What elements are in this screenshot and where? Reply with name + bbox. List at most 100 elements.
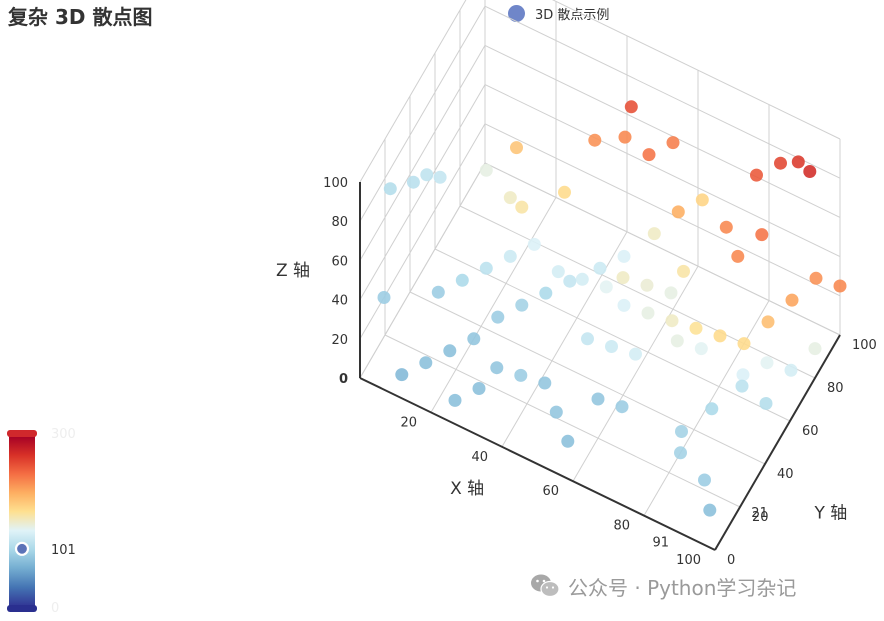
data-point[interactable] [703, 503, 717, 517]
data-point[interactable] [539, 286, 553, 300]
data-point[interactable] [527, 237, 541, 251]
data-point[interactable] [677, 264, 690, 278]
data-point[interactable] [561, 434, 575, 448]
grid-line-floor-y [434, 248, 791, 422]
data-point[interactable] [617, 249, 631, 263]
data-point[interactable] [808, 342, 822, 356]
data-point[interactable] [624, 100, 638, 114]
data-point[interactable] [433, 170, 447, 184]
data-point[interactable] [665, 314, 679, 328]
data-point[interactable] [617, 298, 631, 312]
data-point[interactable] [759, 397, 773, 410]
data-point[interactable] [642, 148, 656, 162]
data-point[interactable] [419, 356, 433, 370]
data-point[interactable] [383, 182, 397, 196]
data-point[interactable] [750, 168, 763, 182]
data-point[interactable] [575, 272, 589, 286]
data-point[interactable] [719, 220, 733, 234]
data-point[interactable] [605, 340, 618, 353]
visual-map-top-handle[interactable] [7, 430, 37, 437]
y-tick-label: 100 [852, 338, 877, 353]
data-point[interactable] [420, 168, 434, 182]
data-point[interactable] [593, 261, 607, 275]
x-tick-label: 40 [471, 450, 488, 465]
data-point[interactable] [736, 368, 750, 382]
data-point[interactable] [698, 473, 711, 487]
data-point[interactable] [809, 271, 823, 285]
y-tick-label: 0 [727, 553, 735, 568]
data-point[interactable] [615, 400, 629, 414]
data-point[interactable] [755, 228, 769, 242]
data-point[interactable] [618, 130, 632, 144]
data-point[interactable] [558, 185, 571, 199]
data-point[interactable] [666, 136, 680, 150]
visual-map[interactable]: 300 0 101 [7, 427, 76, 616]
data-point[interactable] [448, 393, 462, 407]
data-point[interactable] [694, 342, 708, 356]
data-point[interactable] [431, 285, 445, 299]
data-point[interactable] [670, 334, 684, 348]
data-point[interactable] [785, 293, 799, 307]
data-point[interactable] [490, 361, 504, 375]
data-point[interactable] [664, 286, 678, 300]
data-point[interactable] [491, 310, 505, 324]
data-point[interactable] [514, 368, 528, 382]
visual-map-bottom-handle[interactable] [7, 605, 37, 612]
data-point[interactable] [735, 379, 749, 393]
point-layer[interactable] [377, 100, 847, 517]
y-tick-label: 80 [827, 381, 844, 396]
grid-line-side-z [551, 0, 841, 140]
data-point[interactable] [713, 329, 727, 343]
data-point[interactable] [671, 205, 685, 219]
data-point[interactable] [833, 279, 847, 293]
data-point[interactable] [472, 382, 486, 395]
data-point[interactable] [549, 405, 563, 419]
data-point[interactable] [629, 347, 642, 361]
data-point[interactable] [674, 446, 687, 460]
data-point[interactable] [689, 321, 703, 335]
data-point[interactable] [377, 291, 391, 304]
z-tick-label: 40 [331, 294, 348, 309]
data-point[interactable] [616, 271, 630, 285]
data-point[interactable] [515, 298, 529, 312]
data-point[interactable] [551, 265, 565, 279]
data-point[interactable] [443, 344, 457, 358]
data-point[interactable] [395, 368, 409, 382]
data-point[interactable] [503, 191, 517, 205]
data-point[interactable] [803, 165, 817, 178]
data-point[interactable] [784, 363, 798, 377]
visual-map-indicator[interactable] [14, 541, 30, 556]
data-point[interactable] [774, 156, 787, 170]
data-point[interactable] [737, 337, 751, 351]
y-tick-label: 60 [802, 424, 819, 439]
data-point[interactable] [705, 402, 719, 416]
data-point[interactable] [641, 306, 655, 320]
data-point[interactable] [538, 376, 552, 390]
data-point[interactable] [695, 193, 709, 207]
grid-line-side-z [484, 84, 841, 258]
data-point[interactable] [563, 274, 577, 288]
data-point[interactable] [479, 163, 493, 177]
data-point[interactable] [510, 141, 523, 155]
data-point[interactable] [588, 133, 602, 147]
data-point[interactable] [647, 227, 661, 241]
data-point[interactable] [761, 315, 775, 329]
data-point[interactable] [675, 425, 688, 438]
axis-layer [359, 182, 841, 551]
data-point[interactable] [467, 332, 481, 346]
x-tick-label: 100 [676, 553, 701, 568]
data-point[interactable] [731, 249, 745, 263]
data-point[interactable] [515, 200, 529, 214]
data-point[interactable] [791, 155, 805, 169]
data-point[interactable] [581, 332, 594, 346]
data-point[interactable] [479, 261, 493, 275]
grid-line-floor-x [572, 265, 699, 482]
data-point[interactable] [406, 175, 420, 189]
data-point[interactable] [455, 273, 469, 287]
data-point[interactable] [591, 392, 605, 406]
data-point[interactable] [640, 278, 654, 292]
data-point[interactable] [503, 249, 517, 263]
data-point[interactable] [599, 280, 613, 294]
data-point[interactable] [760, 356, 774, 370]
